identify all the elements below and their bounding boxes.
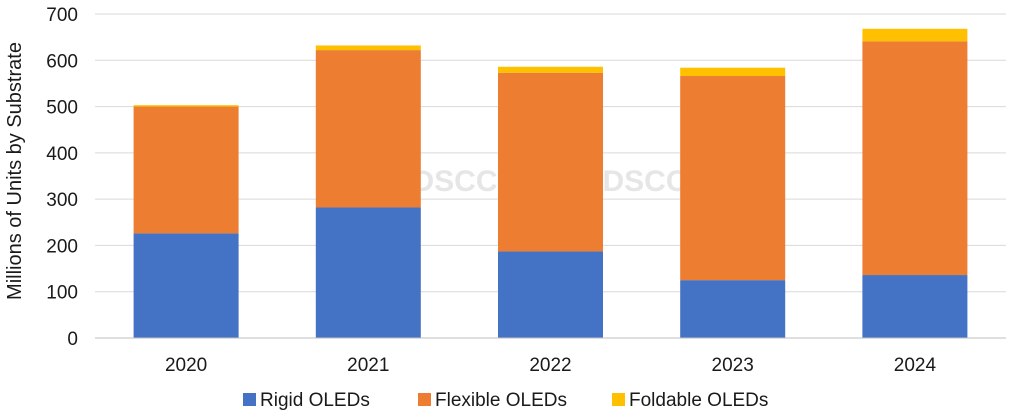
- bar-rigid-oleds-2024: [862, 275, 968, 338]
- bar-rigid-oleds-2022: [498, 251, 603, 338]
- bars: [133, 28, 968, 338]
- y-tick-label: 100: [46, 283, 78, 304]
- y-tick-label: 200: [46, 236, 78, 257]
- legend-label: Foldable OLEDs: [629, 390, 768, 411]
- bar-rigid-oleds-2023: [680, 280, 786, 338]
- bar-flexible-oleds-2021: [315, 50, 421, 208]
- bar-flexible-oleds-2024: [862, 41, 968, 276]
- legend-label: Flexible OLEDs: [435, 390, 567, 411]
- x-tick-label: 2023: [712, 355, 754, 376]
- bar-foldable-oleds-2020: [133, 105, 239, 107]
- axes: 0 100 200 300 400 500 600 700 2020 2021 2022 2023 20…: [46, 5, 1006, 376]
- legend: Rigid OLEDs Flexible OLEDs Foldable OLEDs: [243, 390, 768, 411]
- bar-flexible-oleds-2020: [133, 106, 239, 234]
- bar-rigid-oleds-2021: [315, 207, 421, 338]
- legend-label: Rigid OLEDs: [260, 390, 370, 411]
- y-tick-label: 700: [46, 5, 78, 26]
- y-tick-label: 300: [46, 190, 78, 211]
- bar-flexible-oleds-2023: [680, 76, 786, 281]
- x-tick-label: 2020: [165, 355, 207, 376]
- bar-flexible-oleds-2022: [498, 72, 603, 252]
- x-tick-label: 2021: [347, 355, 389, 376]
- x-tick-label: 2024: [894, 355, 937, 376]
- watermarks: DSCC DSCC: [412, 165, 687, 198]
- y-tick-label: 500: [46, 98, 78, 119]
- y-tick-label: 400: [46, 144, 78, 165]
- legend-swatch-flexible-oleds: [418, 393, 431, 406]
- y-tick-label: 600: [46, 51, 78, 72]
- bar-foldable-oleds-2023: [680, 67, 786, 77]
- watermark-text: DSCC: [412, 165, 497, 198]
- x-tick-label: 2022: [529, 355, 571, 376]
- y-axis-label: Millions of Units by Substrate: [4, 42, 26, 300]
- bar-foldable-oleds-2022: [498, 66, 603, 73]
- legend-swatch-rigid-oleds: [243, 393, 256, 406]
- bar-rigid-oleds-2020: [133, 233, 239, 338]
- bar-foldable-oleds-2024: [862, 28, 968, 42]
- y-tick-label: 0: [67, 329, 78, 350]
- bar-foldable-oleds-2021: [315, 45, 421, 51]
- watermark-text: DSCC: [602, 165, 687, 198]
- legend-swatch-foldable-oleds: [612, 393, 625, 406]
